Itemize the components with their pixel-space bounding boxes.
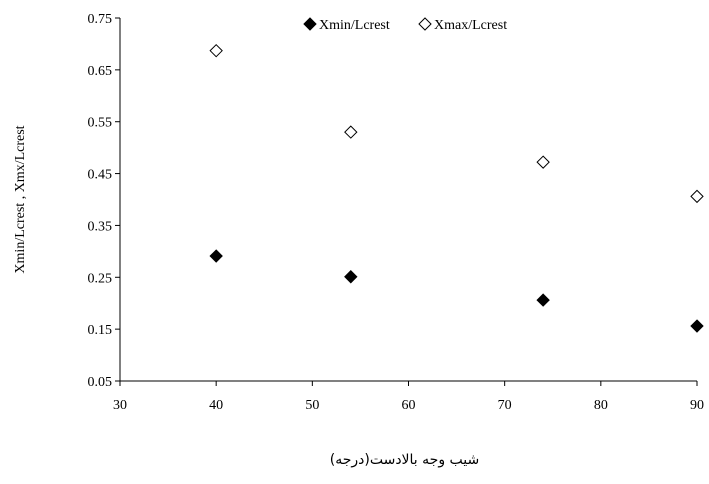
y-tick-label: 0.35 [88,219,113,234]
x-axis-ticks: 30 40 50 60 70 80 90 [113,381,704,413]
y-tick-label: 0.15 [88,323,113,338]
y-tick-label: 0.25 [88,271,113,286]
x-tick-label: 70 [498,398,512,413]
legend-marker [418,17,432,31]
y-tick-label: 0.05 [88,375,113,390]
xmax-data-point [344,125,358,139]
xmax-data-point [209,43,223,58]
x-axis-title: شیب وجه بالادست(درجه) [330,452,479,468]
y-tick-label: 0.65 [88,64,113,79]
legend-marker [303,17,317,31]
data-points [209,43,704,333]
xmin-data-point [344,270,358,284]
xmax-data-point [536,155,550,169]
x-tick-label: 90 [690,398,704,413]
x-tick-label: 30 [113,398,127,413]
x-tick-label: 50 [305,398,319,413]
legend-label: Xmax/Lcrest [434,18,507,33]
x-tick-label: 80 [594,398,608,413]
y-tick-label: 0.55 [88,116,113,131]
legend: Xmin/Lcrest Xmax/Lcrest [303,17,507,33]
xmin-data-point [690,319,704,333]
legend-label: Xmin/Lcrest [319,18,390,33]
y-axis-ticks: 0.05 0.15 0.25 0.35 0.45 0.55 0.65 0.75 [88,12,120,390]
x-tick-label: 60 [402,398,416,413]
y-axis-title: Xmin/Lcrest , Xmx/Lcrest [13,125,28,273]
xmin-data-point [209,249,223,263]
y-tick-label: 0.45 [88,168,113,183]
y-tick-label: 0.75 [88,12,113,27]
xmin-data-point [536,293,550,307]
xmax-data-point [690,189,704,204]
x-tick-label: 40 [209,398,223,413]
